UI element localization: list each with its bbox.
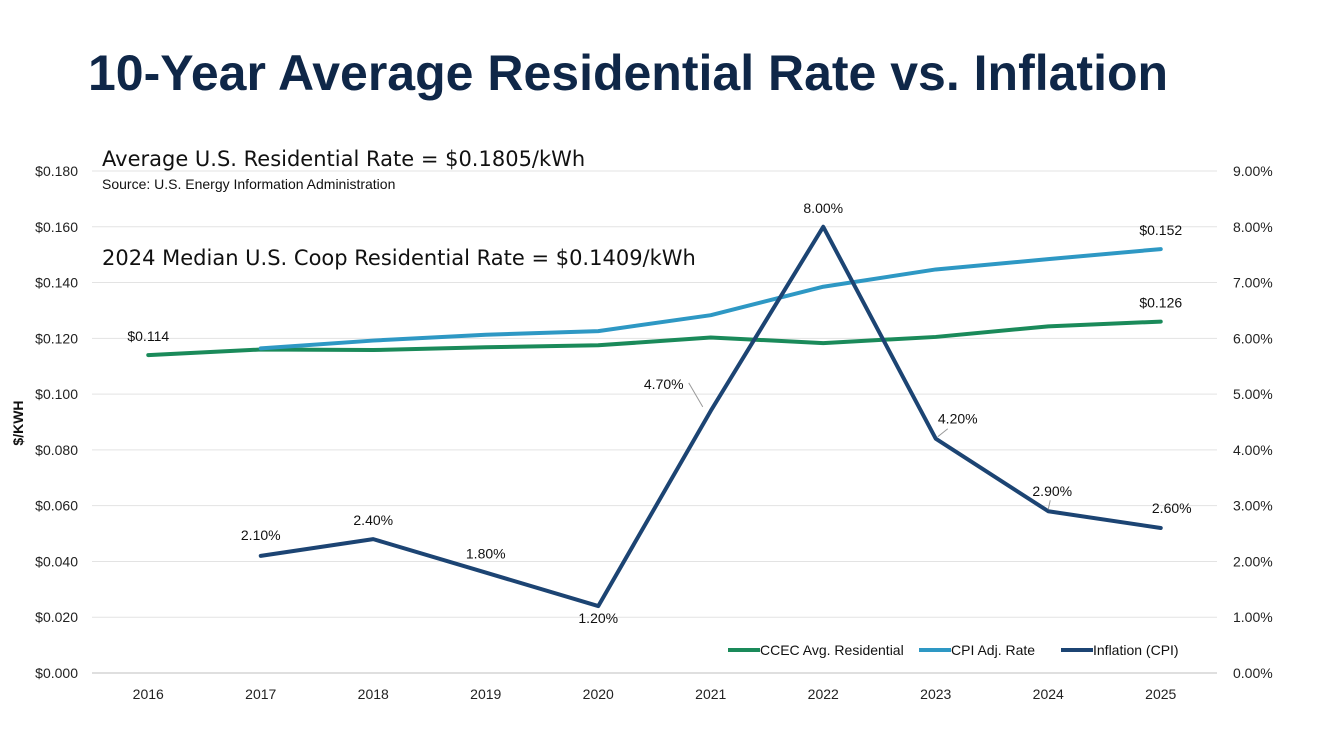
x-tick-label: 2024	[1033, 686, 1064, 702]
left-tick-label: $0.100	[35, 386, 78, 402]
data-label: 1.80%	[466, 546, 506, 562]
x-tick-label: 2020	[583, 686, 614, 702]
data-label: 8.00%	[803, 200, 843, 216]
gridlines	[92, 170, 1217, 674]
source-note: Source: U.S. Energy Information Administ…	[102, 176, 395, 192]
avg-us-rate-note: Average U.S. Residential Rate = $0.1805/…	[102, 147, 585, 171]
right-tick-label: 0.00%	[1233, 665, 1273, 681]
right-axis-ticks: 0.00% 1.00% 2.00% 3.00% 4.00% 5.00% 6.00% 7.00%…	[1233, 163, 1273, 681]
data-label: $0.126	[1139, 295, 1182, 311]
x-tick-label: 2022	[808, 686, 839, 702]
right-tick-label: 2.00%	[1233, 553, 1273, 569]
right-tick-label: 3.00%	[1233, 498, 1273, 514]
right-tick-label: 7.00%	[1233, 275, 1273, 291]
series-lines	[146, 224, 1163, 609]
x-tick-label: 2021	[695, 686, 726, 702]
series-line-cpi-adj-rate	[258, 247, 1163, 351]
label-leader-line	[688, 382, 704, 408]
right-tick-label: 5.00%	[1233, 386, 1273, 402]
left-tick-label: $0.180	[35, 163, 78, 179]
left-tick-label: $0.120	[35, 330, 78, 346]
median-coop-rate-note: 2024 Median U.S. Coop Residential Rate =…	[102, 246, 696, 270]
x-tick-label: 2017	[245, 686, 276, 702]
data-labels: $0.114 $0.126 $0.152 2.10% 2.40% 1.80% 1.20% 4.…	[127, 200, 1191, 626]
data-label: 2.60%	[1152, 500, 1192, 516]
left-axis-title: $/KWH	[10, 400, 26, 445]
legend-label: Inflation (CPI)	[1093, 642, 1179, 658]
left-tick-label: $0.140	[35, 275, 78, 291]
series-line-inflation-cpi	[258, 224, 1163, 609]
x-tick-label: 2019	[470, 686, 501, 702]
data-label: 4.20%	[938, 411, 978, 427]
series-line-ccec-avg-residential	[146, 319, 1163, 358]
left-tick-label: $0.080	[35, 442, 78, 458]
data-label: 4.70%	[644, 376, 684, 392]
right-tick-label: 1.00%	[1233, 609, 1273, 625]
data-label: 2.10%	[241, 527, 281, 543]
left-tick-label: $0.020	[35, 609, 78, 625]
right-tick-label: 4.00%	[1233, 442, 1273, 458]
x-tick-label: 2018	[358, 686, 389, 702]
right-tick-label: 8.00%	[1233, 219, 1273, 235]
x-tick-label: 2023	[920, 686, 951, 702]
left-tick-label: $0.000	[35, 665, 78, 681]
right-tick-label: 6.00%	[1233, 330, 1273, 346]
left-tick-label: $0.040	[35, 553, 78, 569]
right-tick-label: 9.00%	[1233, 163, 1273, 179]
legend-label: CPI Adj. Rate	[951, 642, 1035, 658]
data-label: 1.20%	[578, 610, 618, 626]
left-tick-label: $0.160	[35, 219, 78, 235]
legend: CCEC Avg. Residential CPI Adj. Rate Inflat…	[728, 642, 1179, 658]
data-label: 2.90%	[1032, 483, 1072, 499]
page-title: 10-Year Average Residential Rate vs. Inf…	[88, 45, 1169, 101]
data-label: 2.40%	[353, 512, 393, 528]
legend-label: CCEC Avg. Residential	[760, 642, 904, 658]
left-tick-label: $0.060	[35, 498, 78, 514]
label-leader-line	[937, 428, 949, 438]
x-tick-label: 2025	[1145, 686, 1176, 702]
left-axis-ticks: $0.000 $0.020 $0.040 $0.060 $0.080 $0.100 $0.1…	[35, 163, 78, 681]
x-tick-label: 2016	[133, 686, 164, 702]
data-label: $0.152	[1139, 222, 1182, 238]
label-leader-line	[1047, 500, 1051, 510]
x-axis-ticks: 2016 2017 2018 2019 2020 2021 2022 2023 2024 2025	[133, 686, 1177, 702]
data-label: $0.114	[127, 328, 169, 344]
